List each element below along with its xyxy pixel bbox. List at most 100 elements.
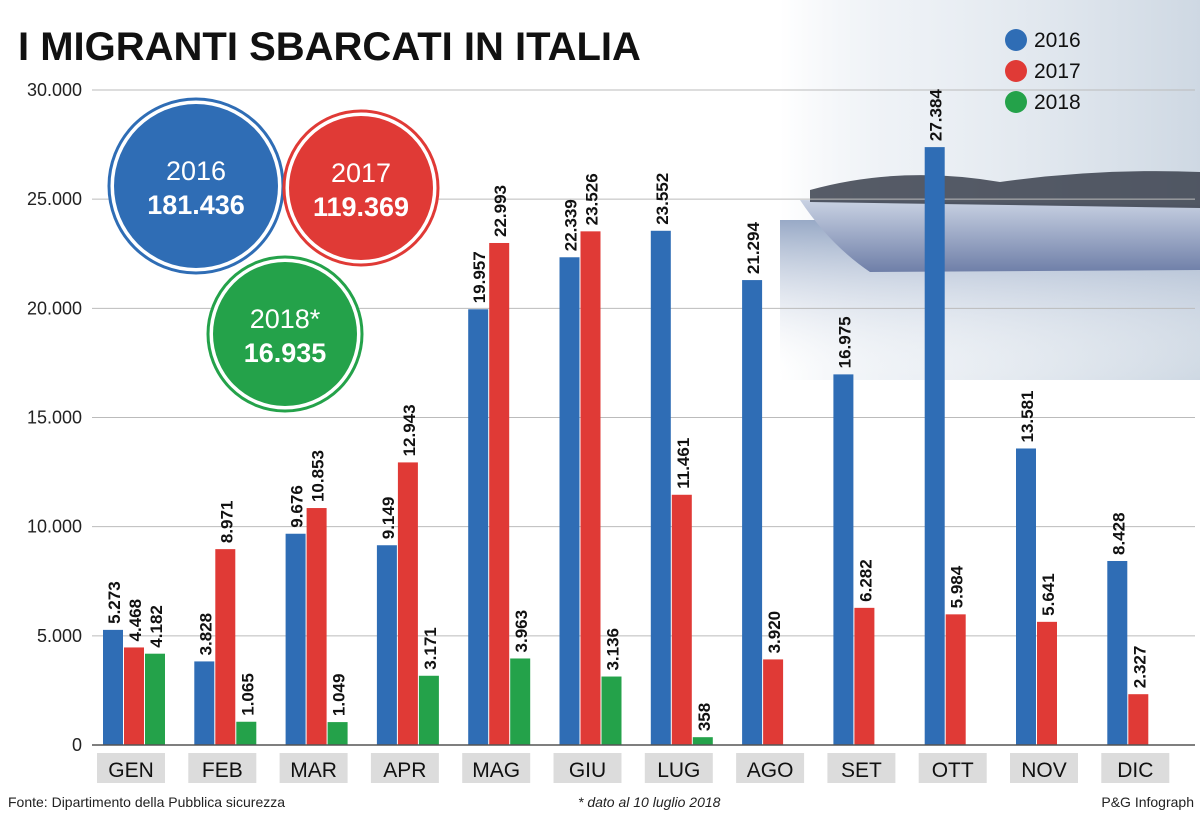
bar-2016-mag xyxy=(468,309,489,745)
boat-icon xyxy=(800,200,1200,272)
credit-note: P&G Infograph xyxy=(1101,794,1194,810)
data-label: 11.461 xyxy=(674,438,693,489)
bar-2016-lug xyxy=(650,230,671,746)
data-label: 8.971 xyxy=(217,501,236,544)
data-label: 6.282 xyxy=(856,559,875,602)
bar-2016-feb xyxy=(194,661,215,745)
bar-2016-gen xyxy=(103,629,123,745)
legend-marker-2016 xyxy=(1005,29,1027,51)
y-tick-label: 0 xyxy=(72,735,82,755)
x-tick-bg xyxy=(736,753,805,783)
data-label: 21.294 xyxy=(744,222,763,275)
data-label: 3.963 xyxy=(512,610,531,653)
x-tick-label: AGO xyxy=(747,759,794,782)
data-label: 16.975 xyxy=(835,316,854,368)
data-label: 23.552 xyxy=(653,173,672,225)
bar-2017-gen xyxy=(124,647,144,745)
y-axis: 0 5.000 10.000 15.000 20.000 25.000 30.000 xyxy=(27,80,82,755)
x-tick-bg xyxy=(1010,753,1078,783)
data-label: 3.171 xyxy=(421,627,440,670)
bar-2016-apr xyxy=(376,545,397,745)
x-tick-label: FEB xyxy=(202,759,243,782)
bar-2016-mar xyxy=(285,533,306,745)
x-tick-bg xyxy=(553,753,622,783)
x-tick-label: MAR xyxy=(290,759,337,782)
data-label: 19.957 xyxy=(470,251,489,303)
total-value: 181.436 xyxy=(147,190,245,220)
y-tick-label: 20.000 xyxy=(27,298,82,318)
data-label: 3.828 xyxy=(196,613,215,656)
data-label: 4.182 xyxy=(147,605,166,648)
x-tick-bg xyxy=(827,753,896,783)
x-tick-bg xyxy=(918,753,987,783)
bar-2018-apr xyxy=(418,675,439,745)
data-label: 1.049 xyxy=(330,674,349,717)
chart-title: I MIGRANTI SBARCATI IN ITALIA xyxy=(18,25,641,69)
total-circle xyxy=(213,262,357,406)
x-tick-label: NOV xyxy=(1021,759,1067,782)
total-circle xyxy=(289,116,433,260)
x-tick-bg xyxy=(279,753,348,783)
x-tick-bg xyxy=(644,753,713,783)
bar-2017-mar xyxy=(306,508,327,745)
y-tick-label: 15.000 xyxy=(27,408,82,428)
legend-marker-2017 xyxy=(1005,60,1027,82)
legend-label: 2016 xyxy=(1034,29,1081,52)
bar-2016-dic xyxy=(1107,560,1128,745)
x-tick-bg xyxy=(1101,753,1170,783)
bar-2018-gen xyxy=(145,653,165,745)
x-tick-bg xyxy=(462,753,531,783)
x-tick-bg xyxy=(97,753,165,783)
background-photo xyxy=(780,0,1200,380)
bar-2016-giu xyxy=(559,257,580,745)
data-label: 10.853 xyxy=(309,450,328,502)
bar-2016-nov xyxy=(1016,448,1036,745)
x-tick-bg xyxy=(370,753,439,783)
data-label: 22.339 xyxy=(562,199,581,251)
bar-2016-ott xyxy=(924,147,945,746)
bar-2018-mar xyxy=(327,722,348,745)
data-label: 8.428 xyxy=(1109,512,1128,555)
data-label: 13.581 xyxy=(1018,390,1037,442)
data-label: 5.641 xyxy=(1039,573,1058,616)
legend-marker-2018 xyxy=(1005,91,1027,113)
x-tick-bg xyxy=(188,753,257,783)
data-label: 12.943 xyxy=(400,404,419,456)
data-label: 3.920 xyxy=(765,611,784,654)
total-value: 119.369 xyxy=(313,192,409,222)
y-tick-label: 25.000 xyxy=(27,189,82,209)
bar-2018-lug xyxy=(692,737,713,745)
data-label: 358 xyxy=(695,703,714,731)
bar-2017-feb xyxy=(215,549,236,745)
legend-label: 2018 xyxy=(1034,91,1081,114)
bar-2017-set xyxy=(854,607,875,745)
data-label: 4.468 xyxy=(126,599,145,642)
data-label: 27.384 xyxy=(927,89,946,142)
total-value: 16.935 xyxy=(244,338,327,368)
x-tick-label: SET xyxy=(841,759,882,782)
total-year: 2017 xyxy=(331,158,391,188)
x-tick-label: GEN xyxy=(108,759,154,782)
bar-2017-dic xyxy=(1128,694,1149,745)
source-note: Fonte: Dipartimento della Pubblica sicur… xyxy=(8,794,286,810)
x-tick-label: APR xyxy=(383,759,426,782)
x-tick-label: DIC xyxy=(1117,759,1153,782)
x-tick-label: LUG xyxy=(657,759,700,782)
bar-2017-apr xyxy=(397,462,418,745)
data-label: 23.526 xyxy=(583,173,602,225)
bar-2017-nov xyxy=(1037,621,1057,745)
x-tick-label: GIU xyxy=(569,759,606,782)
data-label: 1.065 xyxy=(238,673,257,716)
data-label: 22.993 xyxy=(491,185,510,237)
y-tick-label: 5.000 xyxy=(37,626,82,646)
date-note: * dato al 10 luglio 2018 xyxy=(578,794,721,810)
total-year: 2016 xyxy=(166,156,226,186)
bar-2016-set xyxy=(833,374,854,745)
bar-2018-mag xyxy=(510,658,531,745)
data-label: 5.273 xyxy=(105,581,124,624)
bar-2016-ago xyxy=(742,280,763,745)
data-label: 9.149 xyxy=(379,497,398,540)
bar-2017-lug xyxy=(671,494,692,745)
x-tick-label: MAG xyxy=(472,759,520,782)
